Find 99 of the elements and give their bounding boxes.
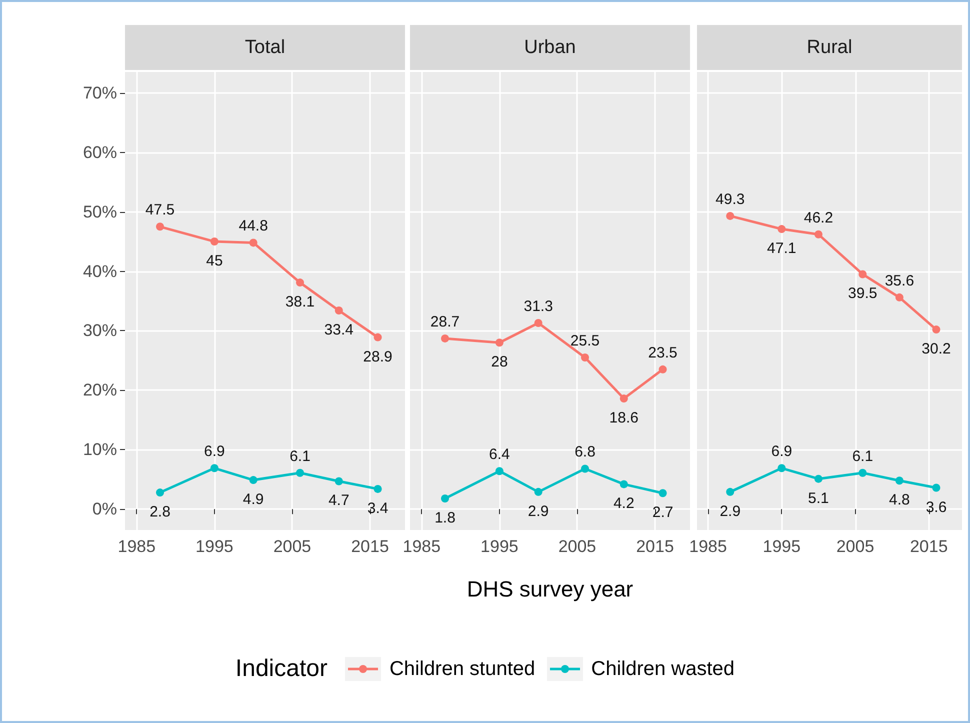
point <box>334 306 343 315</box>
point <box>726 488 734 496</box>
x-tick-label: 1995 <box>480 537 518 556</box>
point <box>441 334 449 342</box>
point <box>210 238 218 246</box>
point <box>895 293 904 302</box>
data-label: 2.9 <box>528 502 549 520</box>
point <box>858 270 867 278</box>
data-label: 33.4 <box>324 322 354 339</box>
point <box>658 365 667 374</box>
data-label: 4.2 <box>613 495 634 512</box>
point <box>534 319 542 328</box>
chart-title: Rural <box>697 25 962 70</box>
data-label: 38.1 <box>285 294 315 311</box>
x-axis-title: DHS survey year <box>466 576 634 602</box>
point <box>374 333 382 342</box>
point <box>441 494 449 502</box>
point <box>814 474 822 483</box>
point <box>620 394 628 403</box>
data-label: 39.5 <box>848 285 878 302</box>
x-tick-label: 1985 <box>689 537 727 556</box>
point <box>932 326 940 334</box>
point <box>156 488 164 497</box>
x-tick-label: 2015 <box>636 537 674 556</box>
x-tick-label: 2015 <box>910 537 948 556</box>
data-label: 35.6 <box>884 272 914 290</box>
chart-title: Total <box>125 25 405 70</box>
point <box>895 476 904 485</box>
point <box>296 278 304 287</box>
y-tick-label: 10% <box>82 440 117 460</box>
data-label: 47.5 <box>145 202 175 219</box>
data-label: 47.1 <box>767 240 796 258</box>
data-label: 44.8 <box>238 218 268 235</box>
point <box>156 222 164 231</box>
point <box>495 467 504 476</box>
point <box>534 488 542 496</box>
point <box>374 484 382 493</box>
y-tick-label: 40% <box>82 262 117 281</box>
y-tick-label: 20% <box>82 380 117 400</box>
data-label: 46.2 <box>804 209 834 226</box>
point <box>210 464 218 472</box>
x-tick-label: 2005 <box>273 537 312 556</box>
data-label: 25.5 <box>570 332 600 350</box>
data-label: 18.6 <box>609 410 638 427</box>
data-label: 23.5 <box>648 344 678 362</box>
x-tick-label: 2005 <box>836 537 874 556</box>
data-label: 30.2 <box>922 340 951 358</box>
data-label: 6.1 <box>290 448 310 465</box>
data-label: 4.8 <box>889 492 910 509</box>
y-tick-label: 50% <box>82 202 117 222</box>
point <box>296 468 304 477</box>
data-label: 31.3 <box>524 298 553 316</box>
data-label: 5.1 <box>808 490 829 507</box>
data-label: 3.6 <box>926 498 947 516</box>
data-label: 6.4 <box>489 446 510 464</box>
y-tick-label: 30% <box>82 321 117 340</box>
x-tick-label: 1995 <box>196 537 234 556</box>
data-label: 6.8 <box>574 444 596 461</box>
data-label: 4.9 <box>242 491 264 508</box>
data-label: 28.7 <box>430 313 460 330</box>
legend-title: Indicator <box>235 655 328 683</box>
point <box>249 476 258 484</box>
legend-label: Children wasted <box>591 658 735 680</box>
data-label: 2.9 <box>720 502 741 520</box>
x-tick-label: 1985 <box>118 537 156 556</box>
point <box>495 338 504 347</box>
data-label: 2.7 <box>652 504 674 522</box>
point <box>249 238 258 247</box>
data-label: 49.3 <box>716 190 745 208</box>
x-tick-label: 1995 <box>762 537 801 556</box>
point <box>858 468 867 477</box>
data-label: 28 <box>491 354 508 371</box>
legend-label: Children stunted <box>389 658 536 680</box>
x-tick-label: 2005 <box>558 537 596 556</box>
data-label: 6.9 <box>204 443 225 460</box>
point <box>334 477 343 486</box>
point <box>658 489 667 498</box>
data-label: 3.4 <box>367 500 388 517</box>
data-label: 28.9 <box>363 348 392 366</box>
data-label: 1.8 <box>434 509 456 526</box>
x-tick-label: 1985 <box>402 537 441 556</box>
data-label: 6.9 <box>771 443 792 460</box>
data-label: 6.1 <box>852 448 874 465</box>
point <box>814 230 822 238</box>
point <box>581 354 589 362</box>
point <box>620 480 628 488</box>
x-tick-label: 2015 <box>351 537 389 556</box>
y-tick-label: 70% <box>82 83 117 102</box>
y-tick-label: 0% <box>92 500 117 519</box>
point <box>726 212 734 220</box>
point <box>932 484 940 492</box>
chart-title: Urban <box>410 25 690 70</box>
point <box>778 464 786 472</box>
y-tick-label: 60% <box>82 142 117 162</box>
point <box>581 464 589 473</box>
data-label: 2.8 <box>150 504 170 521</box>
data-label: 45 <box>206 252 223 270</box>
data-label: 4.7 <box>328 492 350 510</box>
point <box>778 225 786 234</box>
